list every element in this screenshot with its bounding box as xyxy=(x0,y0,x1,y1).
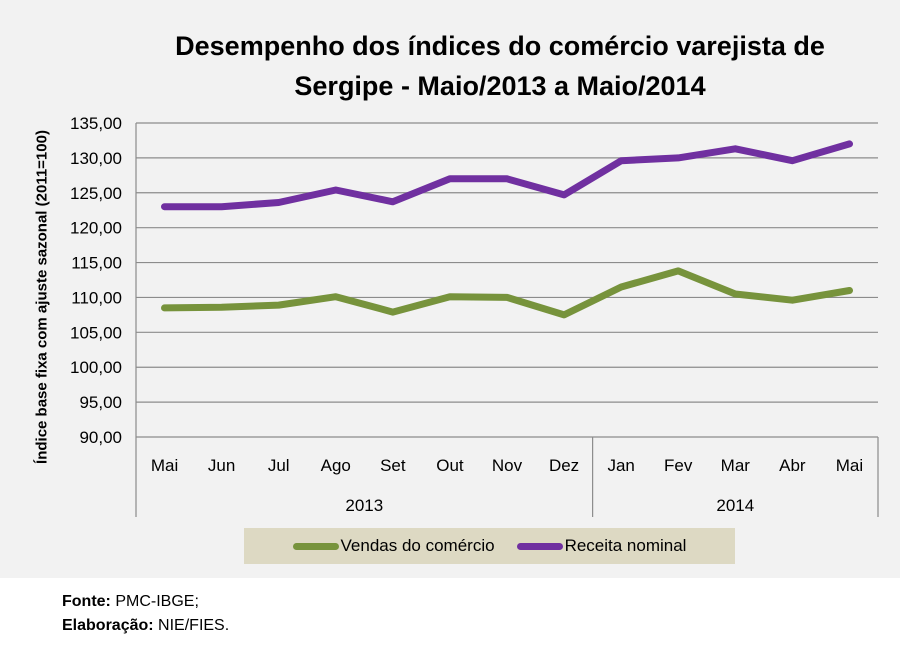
x-tick-label: Mai xyxy=(836,456,863,475)
x-tick-label: Jul xyxy=(268,456,290,475)
chart-title: Desempenho dos índices do comércio varej… xyxy=(120,26,880,106)
y-tick-label: 125,00 xyxy=(70,184,122,203)
y-tick-label: 100,00 xyxy=(70,358,122,377)
x-tick-label: Set xyxy=(380,456,406,475)
y-tick-label: 95,00 xyxy=(79,393,122,412)
x-tick-label: Fev xyxy=(664,456,693,475)
legend-swatch-receita xyxy=(516,542,563,550)
source-line: Fonte: PMC-IBGE; xyxy=(62,590,229,614)
legend-item-receita: Receita nominal xyxy=(516,536,687,556)
x-tick-label: Jun xyxy=(208,456,235,475)
series-line-receita xyxy=(161,140,853,211)
author-value: NIE/FIES. xyxy=(158,617,230,634)
y-tick-label: 135,00 xyxy=(70,114,122,133)
x-tick-label: Out xyxy=(436,456,464,475)
x-tick-label: Nov xyxy=(492,456,523,475)
x-tick-label: Mai xyxy=(151,456,178,475)
footer: Fonte: PMC-IBGE; Elaboração: NIE/FIES. xyxy=(62,590,229,638)
author-label: Elaboração: xyxy=(62,617,154,634)
y-tick-label: 105,00 xyxy=(70,323,122,342)
author-line: Elaboração: NIE/FIES. xyxy=(62,614,229,638)
x-group-label: 2013 xyxy=(345,496,383,515)
y-tick-label: 110,00 xyxy=(71,288,122,307)
x-tick-label: Dez xyxy=(549,456,579,475)
source-label: Fonte: xyxy=(62,593,111,610)
chart-title-line-1: Desempenho dos índices do comércio varej… xyxy=(175,31,825,61)
y-tick-label: 90,00 xyxy=(79,428,122,447)
x-group-label: 2014 xyxy=(716,496,754,515)
series-line-vendas xyxy=(161,267,853,319)
x-tick-label: Jan xyxy=(607,456,634,475)
legend-label-receita: Receita nominal xyxy=(564,536,687,555)
source-value: PMC-IBGE; xyxy=(115,593,199,610)
plot-area: 90,00 95,00 100,00 105,00 110,00 115,00 120,00… xyxy=(70,114,879,517)
x-tick-label: Abr xyxy=(779,456,806,475)
chart-area: Desempenho dos índices do comércio varej… xyxy=(0,0,900,578)
x-tick-label: Mar xyxy=(721,456,751,475)
chart-title-line-2: Sergipe - Maio/2013 a Maio/2014 xyxy=(294,71,706,101)
y-tick-label: 115,00 xyxy=(71,254,122,273)
x-tick-label: Ago xyxy=(321,456,351,475)
legend: Vendas do comércio Receita nominal xyxy=(244,528,735,564)
y-tick-label: 130,00 xyxy=(70,149,122,168)
y-tick-label: 120,00 xyxy=(70,219,122,238)
legend-swatch-vendas xyxy=(292,542,339,550)
legend-label-vendas: Vendas do comércio xyxy=(340,536,495,555)
legend-item-vendas: Vendas do comércio xyxy=(292,536,495,556)
